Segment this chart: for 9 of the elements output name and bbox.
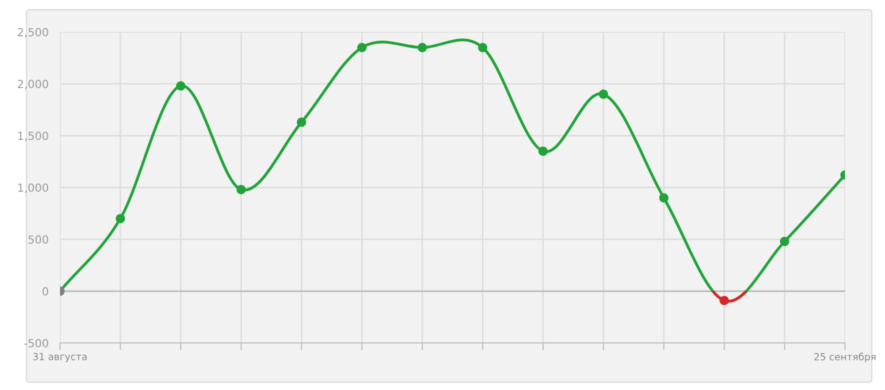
y-tick-label: 2,500 xyxy=(18,28,48,38)
y-tick-label: 1,000 xyxy=(18,183,48,194)
y-tick-label: 2,000 xyxy=(18,80,48,90)
x-tick-label: 25 сентября xyxy=(814,352,876,362)
y-tick-label: 500 xyxy=(28,235,48,244)
x-tick-label: 31 августа xyxy=(33,352,87,362)
y-tick-label: -500 xyxy=(24,338,48,348)
y-tick-label: 1,500 xyxy=(18,132,48,142)
y-tick-label: 0 xyxy=(42,287,48,296)
